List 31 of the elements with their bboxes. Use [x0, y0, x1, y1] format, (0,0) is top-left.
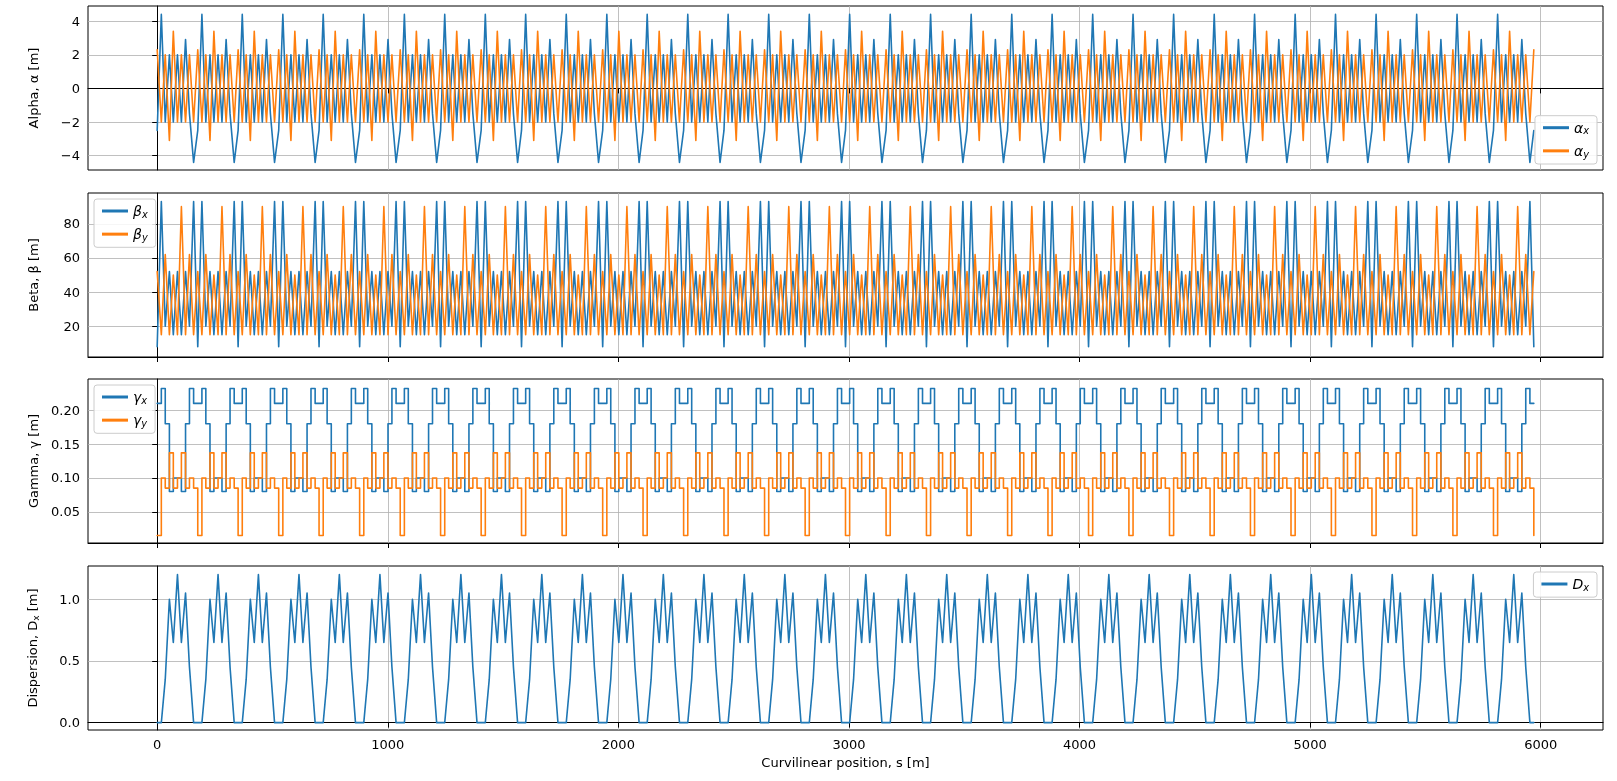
- line-series: [156, 573, 1535, 723]
- y-tick-label: −4: [60, 148, 80, 164]
- y-tick-label: 40: [63, 284, 80, 300]
- y-tick-label: 20: [63, 318, 80, 334]
- y-tick-label: 4: [71, 13, 80, 29]
- x-tick-label: 0: [153, 736, 162, 752]
- y-tick-label: −2: [60, 114, 80, 130]
- x-axis-title: Curvilinear position, s [m]: [761, 754, 930, 770]
- x-tick-label: 3000: [832, 736, 866, 752]
- y-tick-label: 0.15: [51, 436, 80, 452]
- line-series: [156, 13, 1535, 164]
- y-axis-title: Beta, β [m]: [26, 237, 41, 312]
- y-tick-label: 0.20: [51, 402, 80, 418]
- y-axis-title: Gamma, γ [m]: [26, 413, 41, 509]
- x-tick-label: 1000: [371, 736, 405, 752]
- y-tick-label: 0.10: [51, 470, 80, 486]
- y-tick-label: 0.05: [51, 504, 80, 520]
- x-tick-label: 2000: [601, 736, 635, 752]
- y-tick-label: 1.0: [59, 591, 80, 607]
- y-tick-label: 80: [63, 215, 80, 231]
- y-tick-label: 60: [63, 249, 80, 265]
- x-tick-label: 4000: [1063, 736, 1097, 752]
- line-series: [156, 30, 1535, 142]
- y-tick-label: 0.0: [59, 714, 80, 730]
- y-axis-title: Alpha, α [m]: [26, 47, 41, 129]
- y-tick-label: 0.5: [59, 652, 80, 668]
- x-tick-label: 5000: [1293, 736, 1327, 752]
- x-tick-label: 6000: [1524, 736, 1558, 752]
- y-tick-label: 2: [71, 47, 80, 63]
- y-tick-label: 0: [71, 80, 80, 96]
- y-axis-title: Dispersion, Dx [m]: [25, 587, 41, 708]
